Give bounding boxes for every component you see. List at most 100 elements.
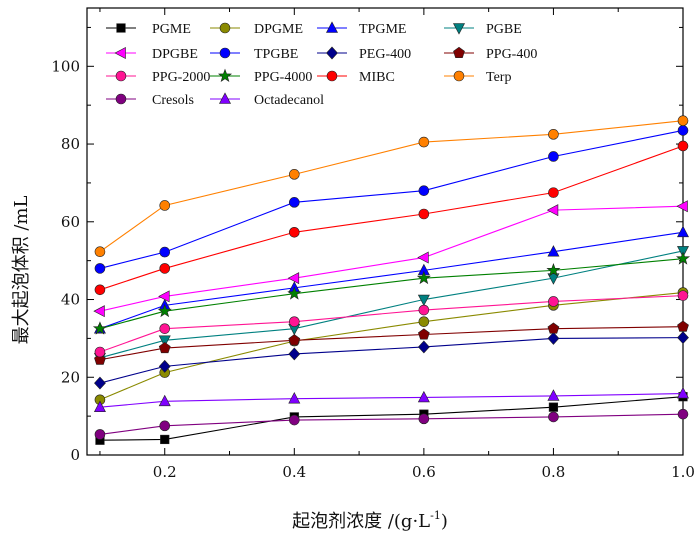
data-point: [93, 400, 106, 412]
legend-item: PGME: [106, 22, 191, 37]
legend-item: PPG-4000: [210, 68, 312, 85]
x-tick-label: 0.2: [153, 463, 177, 481]
legend-label: PEG-400: [359, 47, 411, 62]
data-point: [548, 129, 559, 140]
legend-label: PPG-400: [486, 47, 537, 62]
legend-marker: [115, 70, 127, 82]
data-point: [287, 272, 300, 285]
legend-label: PPG-4000: [254, 70, 312, 85]
legend-marker: [219, 22, 231, 34]
series-dpgbe: [93, 200, 688, 318]
data-point: [677, 386, 689, 399]
data-point: [677, 140, 689, 152]
data-point: [159, 263, 171, 274]
data-point: [418, 208, 430, 220]
data-point: [288, 334, 301, 346]
data-point: [157, 303, 172, 318]
data-point: [548, 296, 559, 307]
legend-marker: [219, 47, 231, 59]
legend-marker: [114, 47, 126, 59]
data-point: [418, 185, 430, 196]
legend-item: PPG-400: [444, 46, 537, 62]
series-line: [99, 396, 684, 441]
series-cresols: [94, 408, 689, 440]
series-line: [99, 326, 684, 361]
series-ppg-4000: [92, 251, 691, 335]
data-point: [677, 331, 689, 345]
data-point: [159, 420, 171, 432]
data-point: [94, 263, 106, 274]
legend-item: TPGME: [317, 21, 406, 37]
x-tick-label: 0.4: [282, 463, 306, 481]
series-mibc: [94, 140, 689, 296]
series-pgme: [95, 392, 688, 445]
y-tick-label: 80: [61, 135, 80, 153]
data-point: [159, 323, 171, 334]
series-tpgme: [93, 225, 689, 334]
data-point: [159, 200, 171, 211]
data-point: [677, 290, 689, 301]
legend-item: PGBE: [444, 22, 522, 37]
y-axis-title: 最大起泡体积 /mL: [11, 196, 32, 345]
data-point: [158, 394, 171, 407]
data-point: [546, 204, 559, 217]
data-point: [548, 187, 559, 198]
series-octadecanol: [93, 386, 689, 412]
data-point: [547, 389, 560, 401]
legend-item: Octadecanol: [210, 92, 324, 108]
data-point: [417, 340, 430, 354]
series-line: [99, 291, 684, 401]
legend-label: MIBC: [359, 70, 395, 85]
x-axis-title: 起泡剂浓度 /(g·L-1): [292, 509, 448, 532]
legend-label: Terp: [486, 70, 511, 85]
data-point: [548, 151, 559, 162]
legend-item: MIBC: [317, 70, 395, 85]
y-tick-label: 0: [70, 446, 80, 464]
legend-item: DPGBE: [106, 47, 198, 62]
data-point: [547, 245, 560, 257]
y-tick-label: 100: [51, 57, 80, 75]
x-tick-label: 1.0: [671, 463, 695, 481]
data-point: [677, 115, 689, 127]
data-point: [677, 320, 689, 332]
y-tick-label: 20: [61, 368, 80, 386]
data-point: [289, 169, 300, 180]
data-point: [160, 434, 170, 445]
data-point: [418, 136, 430, 148]
series-line: [99, 205, 684, 312]
series-peg-400: [94, 331, 689, 390]
legend-marker: [116, 23, 126, 33]
legend-marker: [453, 70, 465, 82]
data-point: [158, 290, 170, 303]
y-tick-label: 60: [61, 213, 80, 231]
legend-label: Octadecanol: [254, 93, 324, 108]
legend-marker: [115, 93, 127, 105]
data-point: [677, 225, 689, 238]
data-point: [288, 347, 301, 361]
series-line: [99, 393, 684, 408]
data-point: [418, 328, 430, 340]
series-dpgme: [94, 287, 689, 406]
legend-label: PGME: [152, 22, 191, 37]
data-point: [548, 411, 559, 423]
data-point: [547, 331, 560, 345]
data-point: [289, 414, 300, 426]
legend-marker: [219, 92, 231, 104]
legend-item: DPGME: [210, 22, 303, 37]
series-terp: [94, 115, 689, 258]
series-line: [99, 295, 684, 353]
series-line: [99, 145, 684, 291]
series-line: [99, 120, 684, 253]
data-point: [158, 341, 171, 354]
data-point: [287, 286, 302, 300]
series-line: [99, 231, 684, 330]
data-point: [289, 226, 300, 238]
data-point: [94, 346, 106, 358]
data-point: [418, 304, 430, 316]
data-point: [93, 305, 105, 318]
legend-label: DPGBE: [152, 47, 198, 62]
series-line: [99, 413, 684, 435]
legend-item: PEG-400: [317, 46, 411, 62]
legend-marker: [453, 46, 465, 58]
legend-marker: [326, 46, 338, 60]
